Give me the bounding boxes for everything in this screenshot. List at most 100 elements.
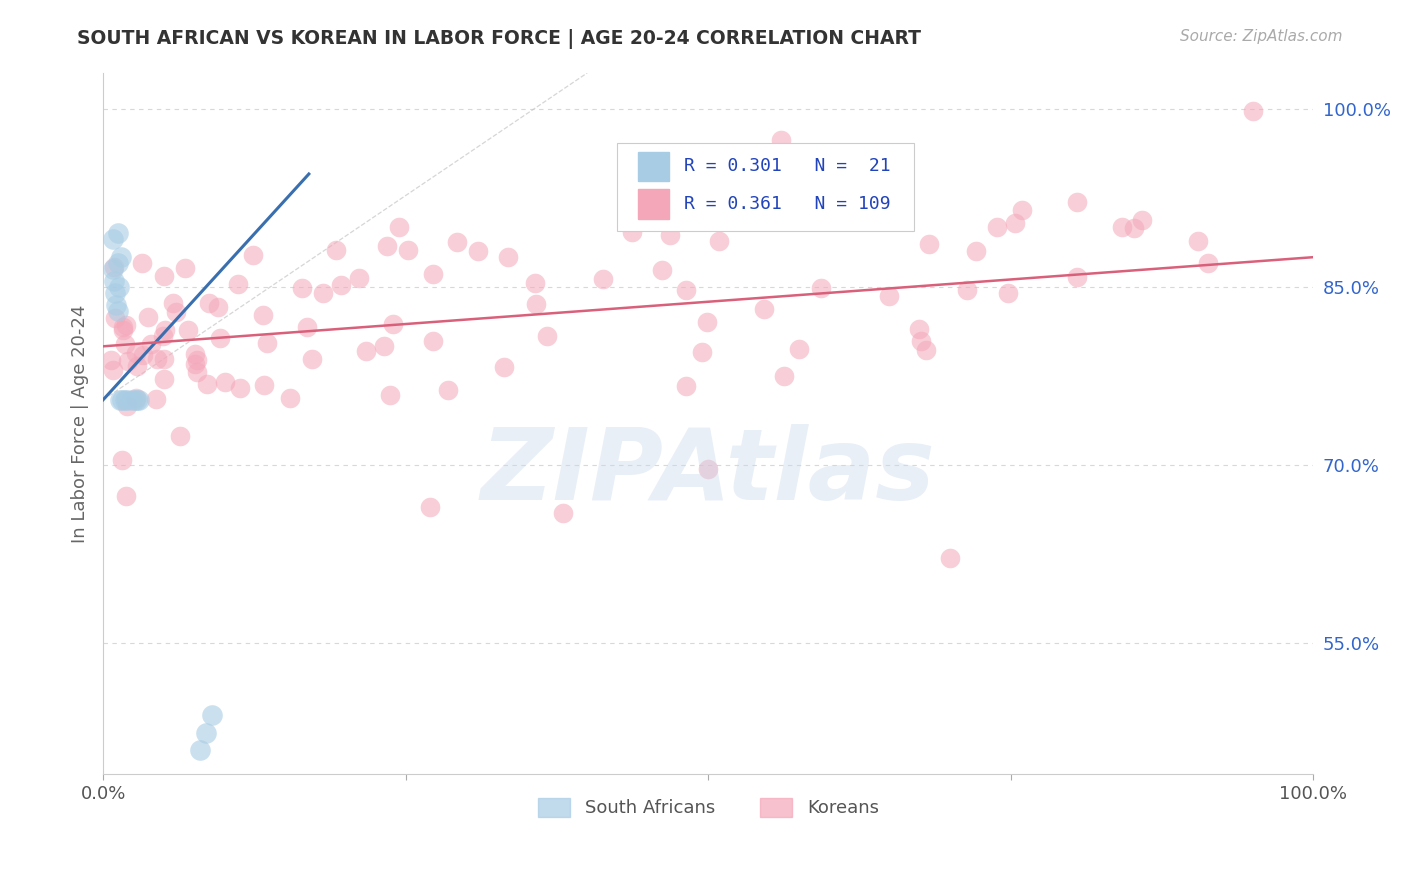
Point <box>388 220 411 235</box>
Point <box>997 286 1019 301</box>
Point <box>551 506 574 520</box>
Point <box>208 331 231 345</box>
Point <box>139 337 162 351</box>
Point <box>153 322 176 336</box>
Point <box>114 392 136 407</box>
Point <box>107 303 129 318</box>
Point <box>325 243 347 257</box>
Point <box>496 250 519 264</box>
Point <box>114 337 136 351</box>
Point <box>101 232 124 246</box>
Point <box>103 363 125 377</box>
Point <box>291 280 314 294</box>
Point <box>195 377 218 392</box>
Point <box>295 319 318 334</box>
Text: Source: ZipAtlas.com: Source: ZipAtlas.com <box>1180 29 1343 44</box>
Bar <box>638 189 669 219</box>
Point <box>1123 221 1146 235</box>
Point <box>382 318 405 332</box>
Point <box>124 392 146 407</box>
Point <box>769 133 792 147</box>
Point <box>165 305 187 319</box>
Point <box>104 285 127 300</box>
Point <box>301 352 323 367</box>
Point <box>198 296 221 310</box>
Point <box>152 268 174 283</box>
Text: SOUTH AFRICAN VS KOREAN IN LABOR FORCE | AGE 20-24 CORRELATION CHART: SOUTH AFRICAN VS KOREAN IN LABOR FORCE |… <box>77 29 921 48</box>
Point <box>349 270 371 285</box>
Point <box>108 392 131 407</box>
Point <box>103 260 125 275</box>
Point <box>207 300 229 314</box>
Point <box>162 295 184 310</box>
Point <box>329 278 352 293</box>
Point <box>111 392 134 407</box>
Point <box>152 329 174 343</box>
Point <box>104 311 127 326</box>
Text: R = 0.361   N = 109: R = 0.361 N = 109 <box>683 195 890 213</box>
Point <box>524 297 547 311</box>
FancyBboxPatch shape <box>617 143 914 231</box>
Point <box>103 274 125 288</box>
Point <box>686 151 709 165</box>
Point <box>125 391 148 405</box>
Point <box>280 391 302 405</box>
Point <box>436 384 458 398</box>
Point <box>378 388 401 402</box>
Point <box>956 283 979 297</box>
Point <box>201 707 224 722</box>
Point <box>146 351 169 366</box>
Point <box>152 352 174 367</box>
Point <box>110 250 132 264</box>
Point <box>195 725 218 739</box>
Point <box>117 392 139 407</box>
Point <box>101 262 124 277</box>
Point <box>789 343 811 357</box>
Point <box>169 429 191 443</box>
Point <box>396 243 419 257</box>
Point <box>173 260 195 275</box>
Text: R = 0.301   N =  21: R = 0.301 N = 21 <box>683 157 890 175</box>
Point <box>675 284 697 298</box>
Point <box>773 369 796 384</box>
Point <box>153 372 176 386</box>
Point <box>214 375 236 389</box>
Point <box>697 461 720 475</box>
Point <box>422 334 444 348</box>
Point <box>419 500 441 514</box>
Point <box>312 286 335 301</box>
Point <box>125 392 148 407</box>
Point <box>132 348 155 362</box>
Bar <box>638 152 669 181</box>
Point <box>524 276 547 290</box>
Point <box>177 323 200 337</box>
Point <box>910 334 932 348</box>
Point <box>879 289 901 303</box>
Point <box>707 234 730 248</box>
Point <box>124 346 146 360</box>
Point <box>422 267 444 281</box>
Point <box>752 302 775 317</box>
Point <box>494 360 516 375</box>
Point <box>620 225 643 239</box>
Point <box>354 343 377 358</box>
Point <box>138 310 160 325</box>
Point <box>918 236 941 251</box>
Point <box>1066 269 1088 284</box>
Point <box>184 357 207 371</box>
Point <box>256 336 278 351</box>
Point <box>145 392 167 406</box>
Point <box>1066 195 1088 210</box>
Point <box>107 227 129 241</box>
Point <box>915 343 938 358</box>
Point <box>112 323 135 337</box>
Point <box>186 365 208 379</box>
Point <box>112 319 135 334</box>
Point <box>1011 202 1033 217</box>
Point <box>117 399 139 413</box>
Point <box>1197 255 1219 269</box>
Point <box>188 743 211 757</box>
Point <box>939 550 962 565</box>
Point <box>467 244 489 258</box>
Point <box>696 315 718 329</box>
